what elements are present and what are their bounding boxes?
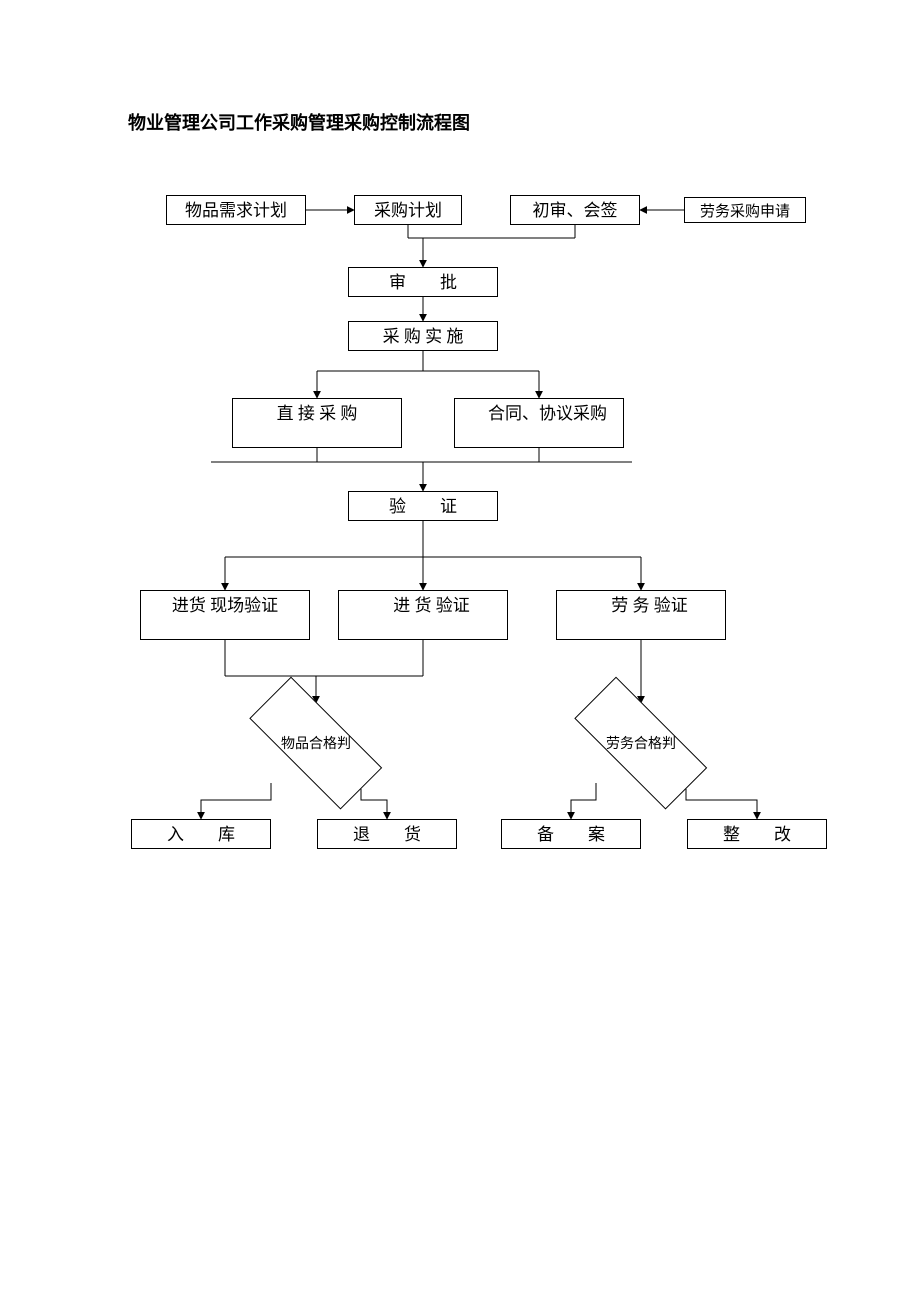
node-label: 初审、会签 <box>517 200 633 223</box>
node-n3: 初审、会签 <box>510 195 640 225</box>
node-label: 整 改 <box>694 824 820 847</box>
node-label: 验 证 <box>355 496 491 519</box>
node-n2: 采购计划 <box>354 195 462 225</box>
page-title-text: 物业管理公司工作采购管理采购控制流程图 <box>128 113 470 133</box>
node-n9: 验 证 <box>348 491 498 521</box>
node-label: 物品合格判 <box>226 733 406 753</box>
node-label: 退 货 <box>324 824 450 847</box>
node-n14: 退 货 <box>317 819 457 849</box>
node-label: 采 购 实 施 <box>355 326 491 349</box>
node-n5: 审 批 <box>348 267 498 297</box>
edge-e29 <box>686 783 757 819</box>
node-n13: 入 库 <box>131 819 271 849</box>
node-label: 合同、协议采购 <box>461 403 617 426</box>
node-label: 审 批 <box>355 272 491 295</box>
node-n15: 备 案 <box>501 819 641 849</box>
diamond-d1: 物品合格判 <box>226 703 406 783</box>
node-n12: 劳 务 验证 <box>556 590 726 640</box>
page-title: 物业管理公司工作采购管理采购控制流程图 <box>128 109 470 135</box>
node-label: 进 货 验证 <box>345 595 501 618</box>
node-label: 劳务采购申请 <box>691 202 799 222</box>
diamond-d2: 劳务合格判 <box>551 703 731 783</box>
node-n10: 进货 现场验证 <box>140 590 310 640</box>
node-label: 直 接 采 购 <box>239 403 395 426</box>
node-n7: 直 接 采 购 <box>232 398 402 448</box>
node-label: 采购计划 <box>361 200 455 223</box>
edge-e26 <box>201 783 271 819</box>
flowchart-canvas: 物业管理公司工作采购管理采购控制流程图 物品需求计划 采购计划 初审、会签 劳务采购申… <box>0 0 920 1301</box>
edge-e27 <box>361 783 387 819</box>
node-n11: 进 货 验证 <box>338 590 508 640</box>
edge-e28 <box>571 783 596 819</box>
node-n4: 劳务采购申请 <box>684 197 806 223</box>
node-n6: 采 购 实 施 <box>348 321 498 351</box>
node-label: 劳 务 验证 <box>563 595 719 618</box>
node-label: 劳务合格判 <box>551 733 731 753</box>
node-label: 物品需求计划 <box>173 200 299 223</box>
node-label: 备 案 <box>508 824 634 847</box>
node-n16: 整 改 <box>687 819 827 849</box>
node-label: 入 库 <box>138 824 264 847</box>
node-n8: 合同、协议采购 <box>454 398 624 448</box>
node-label: 进货 现场验证 <box>147 595 303 618</box>
node-n1: 物品需求计划 <box>166 195 306 225</box>
